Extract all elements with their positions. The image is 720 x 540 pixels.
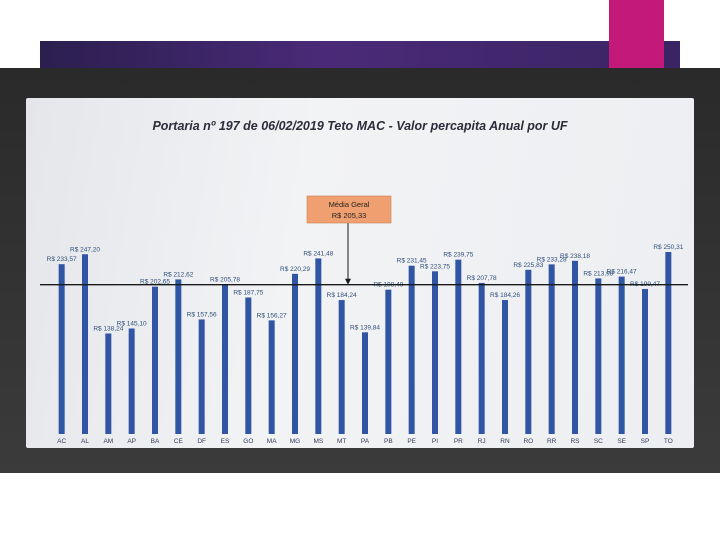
value-label-mg: R$ 220,29 [280, 266, 310, 273]
bar-df [198, 319, 205, 434]
value-label-rj: R$ 207,78 [467, 275, 497, 282]
average-callout-value: R$ 205,33 [332, 211, 367, 220]
bar-sp [642, 288, 648, 434]
value-label-df: R$ 157,56 [187, 311, 217, 318]
bar-es [222, 284, 228, 434]
value-labels-layer: R$ 233,57 R$ 247,20 R$ 138,24R$ 145,10 R$ 2… [47, 244, 684, 332]
bar-to [665, 252, 672, 434]
bar-ba [152, 286, 158, 434]
bar-rn [502, 300, 508, 434]
value-label-pr: R$ 239,75 [443, 252, 473, 259]
category-label-pa: PA [361, 438, 370, 445]
category-label-df: DF [197, 438, 206, 445]
bar-pe [408, 265, 415, 434]
bars-layer [58, 252, 672, 434]
value-label-rr: R$ 233,28 [537, 256, 567, 263]
category-label-mt: MT [337, 438, 346, 445]
value-label-ba: R$ 202,65 [140, 279, 170, 286]
category-label-sc: SC [594, 438, 603, 445]
value-label-rs: R$ 238,18 [560, 253, 590, 260]
category-label-to: TO [664, 438, 673, 445]
category-label-ms: MS [313, 438, 323, 445]
value-label-pi: R$ 223,75 [420, 263, 450, 270]
value-label-rn: R$ 184,26 [490, 292, 520, 299]
bar-am [105, 333, 112, 434]
category-label-rn: RN [500, 438, 510, 445]
value-label-ac: R$ 233,57 [47, 256, 77, 263]
category-label-rr: RR [547, 438, 557, 445]
bar-rj [478, 282, 485, 434]
bar-pa [362, 332, 368, 434]
value-label-sc: R$ 213,98 [583, 270, 613, 277]
bar-ms [315, 258, 322, 434]
value-label-ap: R$ 145,10 [117, 320, 147, 327]
value-label-ms: R$ 241,48 [303, 250, 333, 257]
category-label-ce: CE [174, 438, 184, 445]
value-label-es: R$ 205,78 [210, 276, 240, 283]
value-label-ma: R$ 156,27 [257, 312, 287, 319]
chart-photo: Portaria nº 197 de 06/02/2019 Teto MAC -… [0, 68, 720, 473]
category-label-mg: MG [290, 438, 300, 445]
bar-pr [455, 259, 462, 434]
value-label-se: R$ 216,47 [607, 269, 637, 276]
bar-ro [525, 269, 532, 434]
category-label-pr: PR [454, 438, 463, 445]
category-labels-layer: AC AL AM AP BA CE DF ES GO MA MG MS MT PA PB PE PI PR RJ RN… [57, 438, 673, 445]
category-label-sp: SP [641, 438, 650, 445]
bar-ac [58, 264, 65, 434]
value-label-mt: R$ 184,24 [327, 292, 357, 299]
bar-ap [128, 328, 135, 434]
category-label-rs: RS [570, 438, 580, 445]
category-label-go: GO [243, 438, 253, 445]
value-label-pe: R$ 231,45 [397, 258, 427, 265]
callout-arrowhead [345, 278, 351, 285]
category-label-se: SE [617, 438, 626, 445]
bar-pb [385, 289, 392, 434]
value-label-am: R$ 138,24 [93, 325, 123, 332]
bar-chart: Portaria nº 197 de 06/02/2019 Teto MAC -… [40, 119, 688, 445]
value-label-al: R$ 247,20 [70, 246, 100, 253]
bar-pi [432, 271, 438, 434]
category-label-pi: PI [432, 438, 438, 445]
bar-ma [268, 320, 275, 434]
average-callout-box [306, 195, 392, 224]
value-label-ce: R$ 212,62 [163, 271, 193, 278]
category-label-am: AM [103, 438, 113, 445]
bar-sc [595, 278, 602, 434]
bar-rs [572, 260, 578, 434]
category-label-ap: AP [127, 438, 136, 445]
chart-paper: Portaria nº 197 de 06/02/2019 Teto MAC -… [26, 98, 694, 448]
average-callout-title: Média Geral [329, 200, 370, 209]
category-label-al: AL [81, 438, 89, 445]
bar-mt [338, 300, 345, 434]
accent-block [609, 0, 664, 68]
value-label-go: R$ 187,75 [233, 289, 263, 296]
bar-ce [175, 279, 182, 434]
category-label-pb: PB [384, 438, 393, 445]
category-label-pe: PE [407, 438, 416, 445]
bar-mg [292, 273, 298, 434]
category-label-ma: MA [267, 438, 277, 445]
category-label-ac: AC [57, 438, 66, 445]
bar-al [82, 254, 88, 434]
bar-se [618, 276, 625, 434]
category-label-es: ES [221, 438, 230, 445]
category-label-ro: RO [523, 438, 533, 445]
header-band [40, 41, 680, 70]
bar-rr [548, 264, 555, 434]
category-label-rj: RJ [478, 438, 486, 445]
bar-go [245, 297, 252, 434]
chart-title: Portaria nº 197 de 06/02/2019 Teto MAC -… [152, 119, 567, 133]
value-label-ro: R$ 225,83 [513, 262, 543, 269]
category-label-ba: BA [151, 438, 160, 445]
value-label-pa: R$ 139,84 [350, 324, 380, 331]
value-label-to: R$ 250,31 [653, 244, 683, 251]
